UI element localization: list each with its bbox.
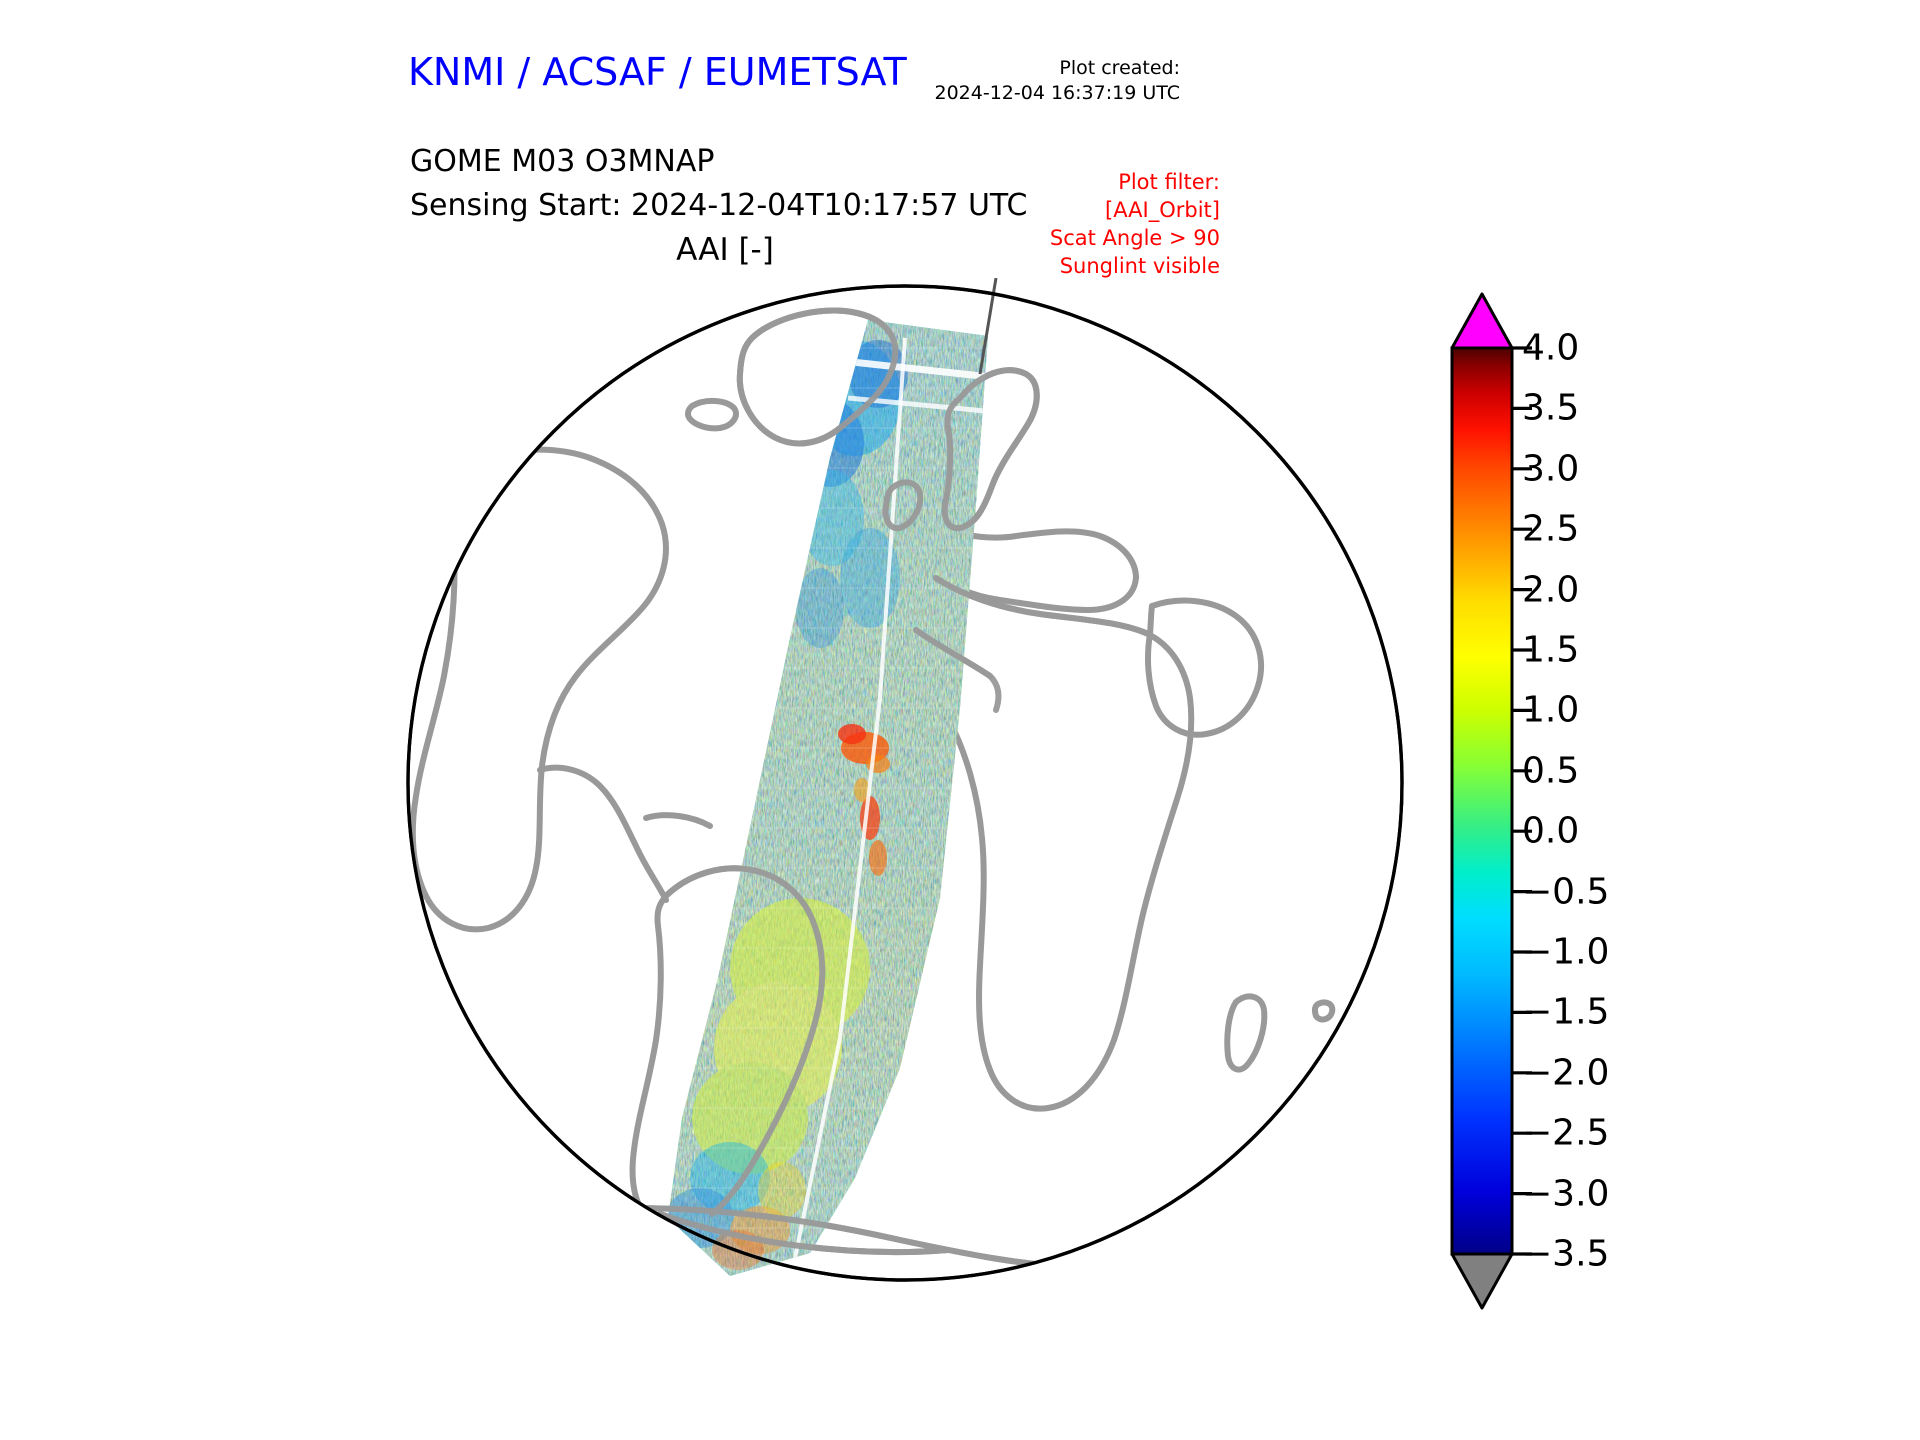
colorbar-gradient-bar [1450, 346, 1514, 1256]
colorbar-tick-label: 1.5 [1522, 629, 1580, 671]
globe-orthographic-map [406, 278, 1404, 1282]
organisation-title: KNMI / ACSAF / EUMETSAT [408, 50, 907, 94]
colorbar-tick-label: 1.0 [1522, 689, 1580, 731]
plot-filter-line-1: [AAI_Orbit] [1105, 198, 1220, 223]
colorbar-tick-label: −1.5 [1522, 991, 1610, 1033]
colorbar-tick-label: 3.0 [1522, 448, 1580, 490]
colorbar-tick-label: −0.5 [1522, 871, 1610, 913]
globe-outline-top [406, 284, 1404, 1282]
plot-filter-block: Plot filter: [AAI_Orbit] Scat Angle > 90… [1050, 168, 1220, 281]
colorbar-graphic [1450, 292, 1532, 1310]
colorbar: 4.0 3.5 3.0 2.5 2.0 1.5 1.0 0.5 0.0 −0.5… [1444, 286, 1704, 1316]
plot-filter-line-3: Sunglint visible [1059, 254, 1220, 279]
plot-created-timestamp: 2024-12-04 16:37:19 UTC [934, 81, 1181, 104]
colorbar-tick-label: 3.5 [1522, 387, 1580, 429]
dataset-info-block: GOME M03 O3MNAP Sensing Start: 2024-12-0… [410, 140, 1027, 227]
quantity-title: AAI [-] [676, 232, 774, 268]
colorbar-ticks [1512, 346, 1532, 1256]
colorbar-tick-label: 0.0 [1522, 810, 1580, 852]
colorbar-tick-label: 2.0 [1522, 569, 1580, 611]
colorbar-tick-label: −3.0 [1522, 1173, 1610, 1215]
plot-created-label: Plot created: [1059, 57, 1180, 79]
colorbar-under-arrow [1450, 1252, 1514, 1310]
colorbar-tick-label: 4.0 [1522, 327, 1580, 369]
colorbar-tick-label: −3.5 [1522, 1233, 1610, 1275]
plot-filter-label: Plot filter: [1118, 170, 1220, 194]
colorbar-over-arrow [1450, 292, 1514, 350]
map-plot-area [400, 278, 1410, 1288]
instrument-product-line: GOME M03 O3MNAP [410, 144, 715, 179]
plot-created-block: Plot created: 2024-12-04 16:37:19 UTC [935, 56, 1181, 105]
colorbar-tick-label: −2.5 [1522, 1112, 1610, 1154]
colorbar-tick-label: −2.0 [1522, 1052, 1610, 1094]
colorbar-tick-label: 2.5 [1522, 508, 1580, 550]
colorbar-tick-label: −1.0 [1522, 931, 1610, 973]
sensing-start-line: Sensing Start: 2024-12-04T10:17:57 UTC [410, 187, 1028, 223]
colorbar-tick-label: 0.5 [1522, 750, 1580, 792]
plot-filter-line-2: Scat Angle > 90 [1049, 226, 1220, 251]
